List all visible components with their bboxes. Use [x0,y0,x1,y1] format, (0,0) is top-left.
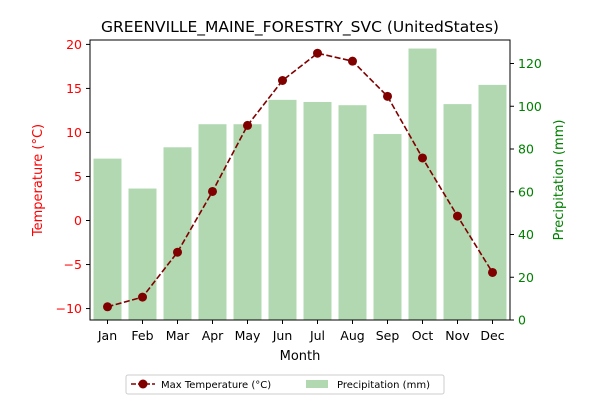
y-right-tick-label: 120 [518,56,542,71]
y-left-tick-label: 0 [74,213,82,228]
x-tick-label-may: May [235,328,261,343]
legend-box [125,374,445,395]
bar-series [93,48,507,321]
y-left-tick-label: 15 [66,81,82,96]
temp-point-jun [278,76,287,86]
legend-bar-swatch [306,380,328,388]
line-series [103,48,497,312]
y-left-tick-label: −10 [56,301,82,316]
y-left-tick-label: 5 [74,169,82,184]
x-tick-label-apr: Apr [202,328,224,343]
x-axis: Jan Feb Mar Apr May Jun Jul Aug Sep Oct Nov Dec [97,320,505,343]
temp-point-aug [348,56,357,66]
y-right-tick-label: 100 [518,99,542,114]
temp-point-jan [103,302,112,312]
y-left-tick-label: 20 [66,37,82,52]
precip-bar-jan [93,158,122,320]
x-axis-label: Month [280,349,321,364]
temp-point-may [243,120,252,130]
precip-bar-sep [373,134,402,320]
chart-title: GREENVILLE_MAINE_FORESTRY_SVC (UnitedSta… [101,18,499,37]
y-right-tick-label: 20 [518,270,534,285]
legend: Max Temperature (°C) Precipitation (mm) [125,374,445,395]
x-tick-label-jan: Jan [97,328,117,343]
legend-label-precipitation: Precipitation (mm) [337,380,430,391]
x-tick-label-nov: Nov [445,328,470,343]
legend-marker [138,379,148,389]
precip-bar-aug [338,105,367,320]
y-axis-right-label: Precipitation (mm) [552,120,567,241]
y-right-tick-label: 60 [518,184,534,199]
y-right-tick-label: 0 [518,313,526,328]
precip-bar-dec [478,84,507,320]
y-axis-right: 0 20 40 60 80 100 120 [510,56,542,328]
legend-label-temperature: Max Temperature (°C) [161,380,271,391]
temp-point-dec [488,267,497,277]
temp-point-apr [208,186,217,196]
temp-point-jul [313,48,322,58]
x-tick-label-dec: Dec [480,328,504,343]
precip-bar-mar [163,147,192,320]
y-left-tick-label: −5 [64,257,82,272]
y-right-tick-label: 40 [518,227,534,242]
y-axis-left-label: Temperature (°C) [31,124,46,237]
x-tick-label-jun: Jun [272,328,293,343]
precip-bar-apr [198,124,227,320]
precip-bar-may [233,124,262,320]
y-axis-left: −10 −5 0 5 10 15 20 [56,37,90,316]
y-left-tick-label: 10 [66,125,82,140]
temp-point-nov [453,211,462,221]
temp-point-mar [173,247,182,257]
x-tick-label-oct: Oct [412,328,434,343]
precip-bar-jun [268,99,297,321]
temperature-line [107,52,494,308]
temp-point-sep [383,91,392,101]
x-tick-label-mar: Mar [166,328,190,343]
plot-frame [89,39,511,321]
precip-bar-oct [408,48,437,320]
x-tick-label-sep: Sep [376,328,400,343]
x-tick-label-aug: Aug [340,328,364,343]
temp-point-oct [418,153,427,163]
x-tick-label-feb: Feb [131,328,153,343]
x-tick-label-jul: Jul [309,328,325,343]
precip-bar-jul [303,101,332,320]
temp-point-feb [138,292,147,302]
y-right-tick-label: 80 [518,142,534,157]
